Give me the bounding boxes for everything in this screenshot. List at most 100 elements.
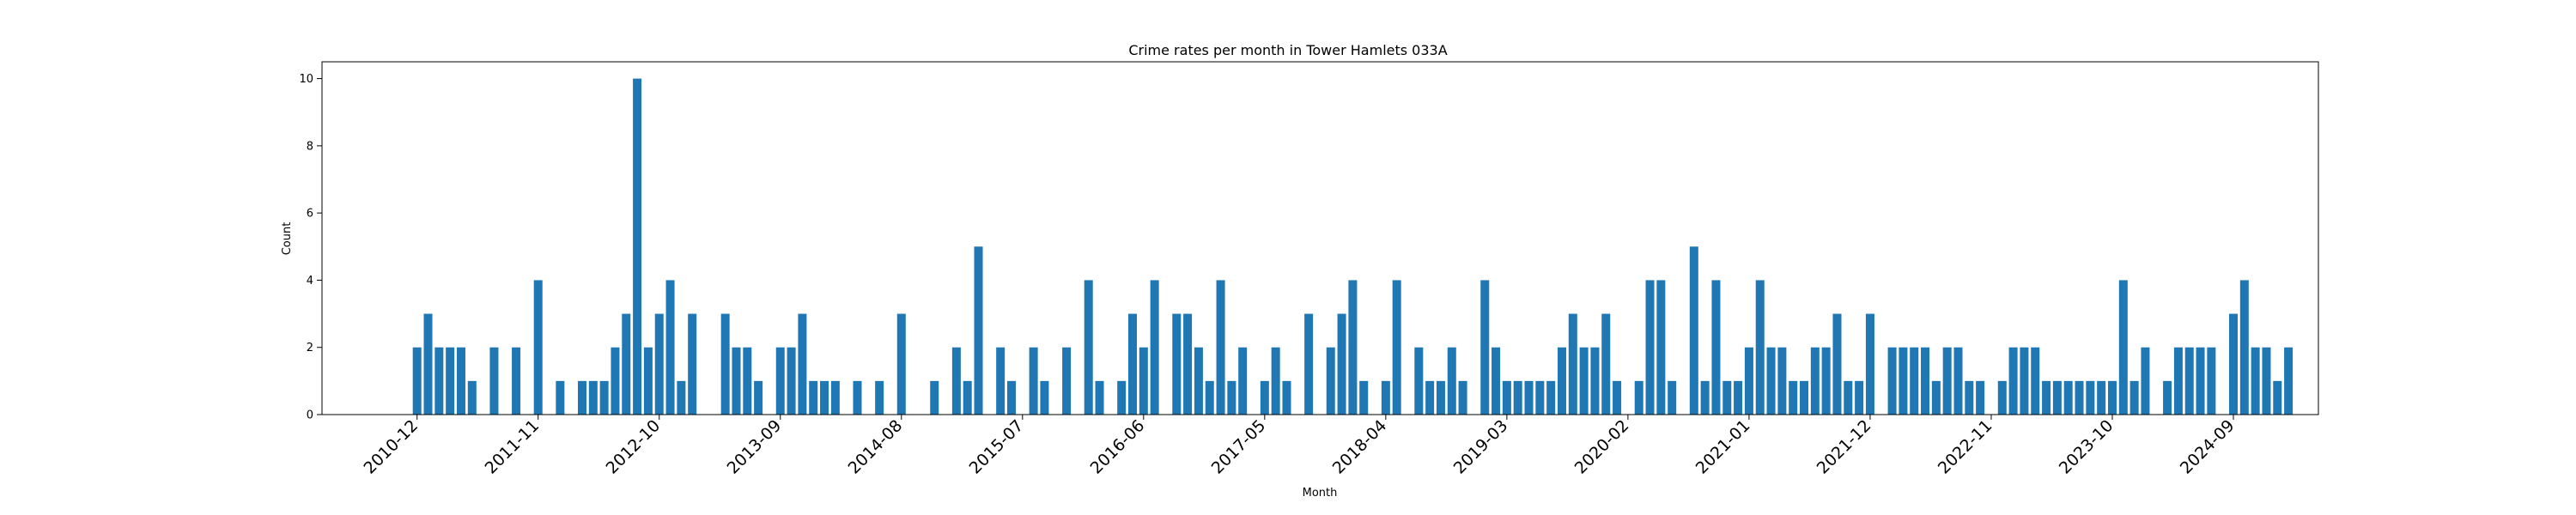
bar-2012-11 bbox=[665, 280, 675, 415]
bar-2017-12 bbox=[1337, 313, 1346, 415]
bar-2015-03 bbox=[974, 246, 983, 415]
bar-2012-12 bbox=[677, 380, 686, 415]
bar-2024-09 bbox=[2229, 313, 2238, 415]
bar-2021-12 bbox=[1865, 313, 1874, 415]
bar-2021-04 bbox=[1777, 347, 1787, 415]
bar-2011-02 bbox=[434, 347, 444, 415]
bar-2019-11 bbox=[1590, 347, 1600, 415]
bar-2020-12 bbox=[1734, 380, 1743, 415]
bar-2023-12 bbox=[2129, 380, 2139, 415]
bar-2021-07 bbox=[1810, 347, 1820, 415]
bar-2011-01 bbox=[423, 313, 433, 415]
bar-2014-04 bbox=[853, 380, 862, 415]
bar-2020-01 bbox=[1613, 380, 1622, 415]
bar-2019-12 bbox=[1601, 313, 1611, 415]
bar-2024-03 bbox=[2163, 380, 2172, 415]
bar-2020-04 bbox=[1645, 280, 1655, 415]
bar-2017-02 bbox=[1227, 380, 1236, 415]
bar-2023-05 bbox=[2052, 380, 2062, 415]
bar-2016-02 bbox=[1095, 380, 1104, 415]
bar-2018-09 bbox=[1436, 380, 1445, 415]
bar-2024-11 bbox=[2251, 347, 2260, 415]
bar-2021-02 bbox=[1755, 280, 1765, 415]
x-axis-label: Month bbox=[1303, 487, 1338, 500]
bar-2020-06 bbox=[1668, 380, 1677, 415]
bar-2015-01 bbox=[951, 347, 961, 415]
bar-2018-08 bbox=[1425, 380, 1435, 415]
y-tick-label: 10 bbox=[299, 73, 313, 86]
bar-2016-04 bbox=[1117, 380, 1127, 415]
bar-2012-07 bbox=[622, 313, 631, 415]
y-axis-label: Count bbox=[281, 222, 294, 256]
bar-2017-07 bbox=[1282, 380, 1291, 415]
bar-2012-09 bbox=[643, 347, 653, 415]
bar-2012-06 bbox=[611, 347, 620, 415]
bar-2020-08 bbox=[1689, 246, 1698, 415]
bar-2021-09 bbox=[1832, 313, 1842, 415]
bar-2019-07 bbox=[1546, 380, 1556, 415]
bar-2016-11 bbox=[1194, 347, 1203, 415]
bar-2020-05 bbox=[1656, 280, 1666, 415]
bar-2024-10 bbox=[2239, 280, 2249, 415]
bar-2014-11 bbox=[930, 380, 939, 415]
bar-2021-08 bbox=[1821, 347, 1831, 415]
bar-2024-04 bbox=[2173, 347, 2183, 415]
bar-2015-05 bbox=[996, 347, 1005, 415]
bar-2014-08 bbox=[896, 313, 906, 415]
bar-2025-02 bbox=[2284, 347, 2293, 415]
bar-2016-05 bbox=[1128, 313, 1137, 415]
bar-2012-03 bbox=[578, 380, 586, 415]
bar-2020-11 bbox=[1722, 380, 1732, 415]
bar-2017-06 bbox=[1271, 347, 1280, 415]
bar-2018-05 bbox=[1392, 280, 1401, 415]
bar-2022-08 bbox=[1953, 347, 1963, 415]
bar-2019-04 bbox=[1513, 380, 1522, 415]
bar-2017-09 bbox=[1304, 313, 1314, 415]
bar-2013-12 bbox=[809, 380, 818, 415]
bar-2018-02 bbox=[1359, 380, 1369, 415]
bar-2011-04 bbox=[456, 347, 465, 415]
y-tick-label: 8 bbox=[307, 140, 313, 153]
bar-2013-06 bbox=[743, 347, 752, 415]
bar-2010-12 bbox=[412, 347, 422, 415]
bar-2022-03 bbox=[1899, 347, 1908, 415]
bar-2019-10 bbox=[1579, 347, 1589, 415]
bar-2021-03 bbox=[1766, 347, 1776, 415]
bar-2024-01 bbox=[2141, 347, 2150, 415]
bar-2018-07 bbox=[1414, 347, 1424, 415]
bar-2012-08 bbox=[633, 78, 642, 415]
bar-2013-11 bbox=[798, 313, 807, 415]
bar-2011-03 bbox=[446, 347, 455, 415]
bar-2024-05 bbox=[2184, 347, 2194, 415]
bar-2024-07 bbox=[2207, 347, 2216, 415]
bar-2013-09 bbox=[775, 347, 785, 415]
bar-2015-09 bbox=[1040, 380, 1049, 415]
bar-2023-08 bbox=[2086, 380, 2095, 415]
bar-2022-05 bbox=[1921, 347, 1930, 415]
bar-2023-07 bbox=[2075, 380, 2084, 415]
bar-2012-04 bbox=[588, 380, 598, 415]
bar-2016-01 bbox=[1084, 280, 1093, 415]
bar-2021-01 bbox=[1744, 347, 1753, 415]
bar-2013-10 bbox=[787, 347, 796, 415]
bar-2015-06 bbox=[1006, 380, 1016, 415]
chart-title: Crime rates per month in Tower Hamlets 0… bbox=[1128, 42, 1447, 58]
bar-2016-06 bbox=[1139, 347, 1148, 415]
bar-2013-05 bbox=[732, 347, 741, 415]
bar-2022-06 bbox=[1931, 380, 1941, 415]
bar-2023-04 bbox=[2042, 380, 2051, 415]
bar-2013-01 bbox=[688, 313, 697, 415]
bar-2013-04 bbox=[720, 313, 730, 415]
bar-2020-10 bbox=[1711, 280, 1721, 415]
bar-2018-01 bbox=[1348, 280, 1358, 415]
bar-2023-01 bbox=[2008, 347, 2018, 415]
bar-2011-11 bbox=[533, 280, 543, 415]
bar-2013-07 bbox=[754, 380, 763, 415]
bar-2022-02 bbox=[1887, 347, 1897, 415]
bar-2014-06 bbox=[875, 380, 884, 415]
bar-2016-09 bbox=[1172, 313, 1182, 415]
bar-2020-09 bbox=[1700, 380, 1710, 415]
bar-2012-01 bbox=[556, 380, 565, 415]
y-axis: 0 2 4 6 8 10 bbox=[299, 73, 322, 422]
bar-2021-10 bbox=[1844, 380, 1853, 415]
